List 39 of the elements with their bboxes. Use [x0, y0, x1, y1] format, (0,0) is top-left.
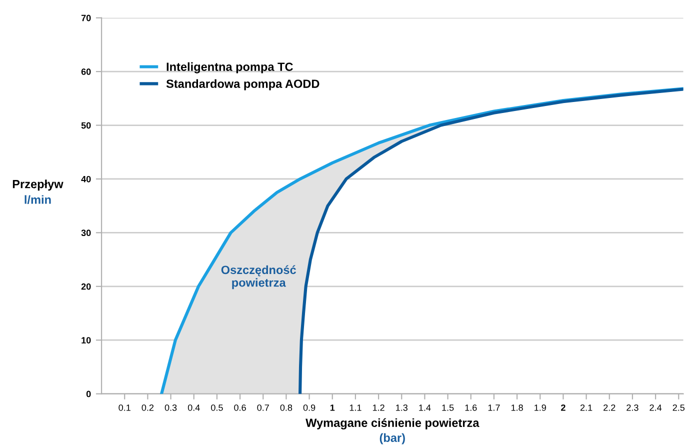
x-tick-label: 0.5	[211, 404, 223, 411]
x-axis-title: Wymagane ciśnienie powietrza (bar)	[306, 418, 480, 444]
x-tick-label: 2.5	[672, 404, 685, 411]
x-tick-label: 1.1	[350, 404, 362, 411]
x-tick-label: 1.7	[488, 404, 500, 411]
x-tick-label: 0.3	[164, 404, 177, 411]
x-tick-label: 1.4	[419, 404, 431, 411]
y-tick-label: 50	[81, 122, 91, 129]
annotation: Oszczędność powietrza	[221, 265, 296, 290]
legend-label: Inteligentna pompa TC	[166, 62, 293, 74]
x-tick-label: 0.8	[280, 404, 292, 411]
x-tick-label: 1.5	[442, 404, 454, 411]
x-tick-label: 1.8	[511, 404, 523, 411]
x-tick-label: 0.6	[234, 404, 246, 411]
line-series	[298, 88, 684, 394]
x-tick-label: 0.4	[188, 404, 200, 411]
x-tick-label: 2.2	[604, 404, 616, 411]
x-tick-label: 1.2	[372, 404, 384, 411]
legend-label: Standardowa pompa AODD	[166, 79, 320, 90]
x-tick-label: 1.3	[396, 404, 408, 411]
x-tick-label: 2.3	[626, 404, 638, 411]
y-tick-label: 30	[81, 230, 91, 236]
x-tick-label: 0.7	[257, 404, 269, 411]
x-tick-label: 2.4	[650, 404, 662, 411]
x-tick-label: 2.1	[580, 404, 592, 411]
y-tick-label: 70	[81, 14, 91, 22]
y-tick-label: 40	[81, 176, 91, 182]
x-tick-label: 0.9	[303, 404, 316, 411]
y-tick-label: 20	[81, 283, 91, 290]
x-tick-label: 1.9	[534, 404, 546, 411]
x-tick-label: 0.2	[142, 404, 154, 411]
y-axis-title: Przepływ l/min	[12, 180, 64, 204]
y-tick-label: 10	[82, 337, 91, 344]
x-tick-label: 1.6	[465, 404, 477, 411]
x-tick-label: 0.1	[118, 404, 130, 411]
x-tick-label: 1	[330, 404, 335, 411]
y-tick-label: 0	[86, 390, 91, 398]
x-tick-label: 2	[561, 404, 566, 411]
y-tick-label: 60	[81, 68, 91, 75]
